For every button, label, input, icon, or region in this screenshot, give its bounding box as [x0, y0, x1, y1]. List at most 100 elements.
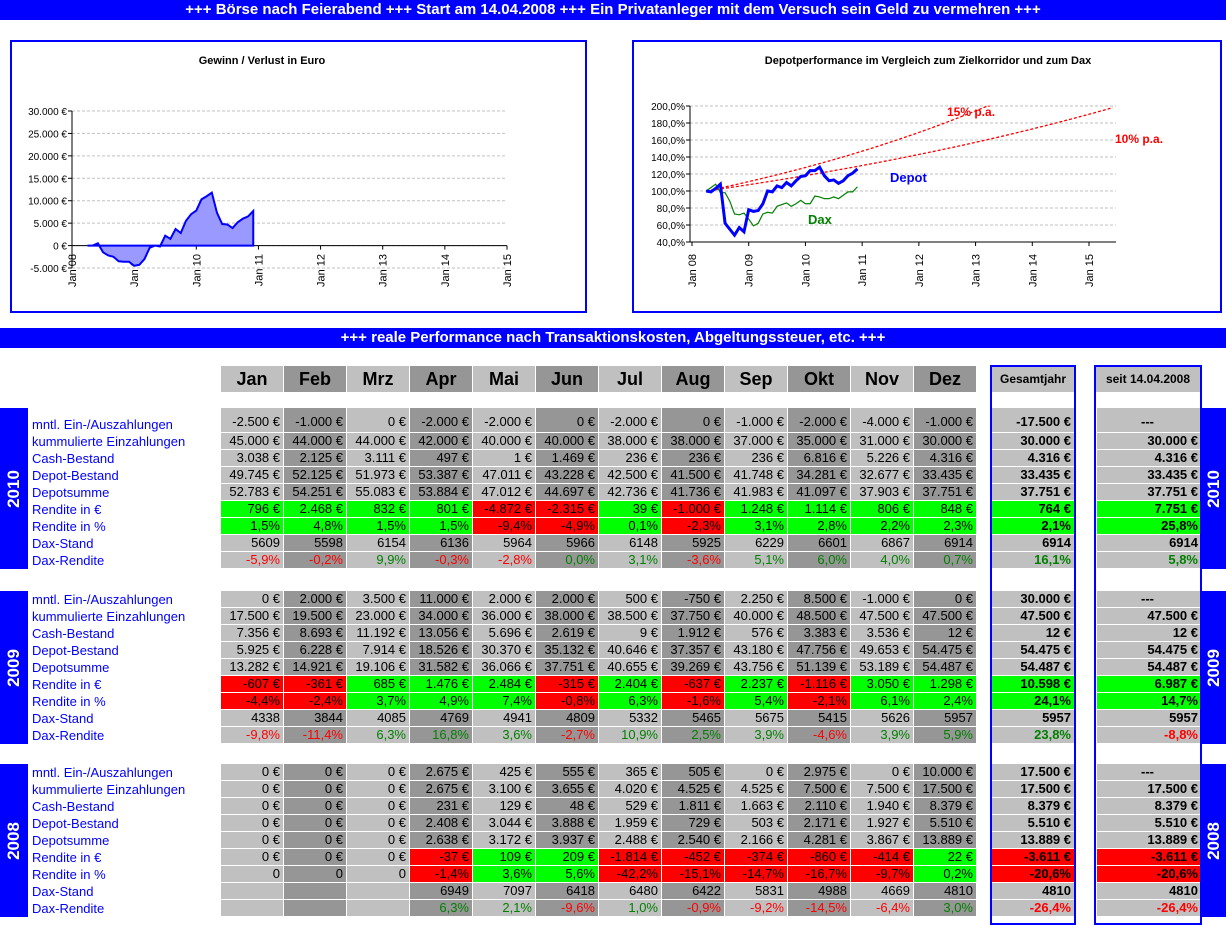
profit-loss-chart-svg: Gewinn / Verlust in Euro -5.000 € 0 € 5.000… — [28, 55, 514, 287]
seit-cell: 8.379 € — [1097, 798, 1201, 814]
seit-cell: 7.751 € — [1097, 501, 1201, 517]
table-cell: 54.251 € — [284, 484, 346, 500]
table-cell: 2.975 € — [788, 764, 850, 780]
table-cell: 365 € — [599, 764, 661, 780]
table-cell: 42.500 € — [599, 467, 661, 483]
table-cell: 4.316 € — [914, 450, 976, 466]
table-cell: 52.783 € — [221, 484, 283, 500]
table-cell: -14,5% — [788, 900, 850, 916]
table-cell: 0 € — [221, 781, 283, 797]
table-cell: 38.000 € — [662, 433, 724, 449]
table-cell: 51.139 € — [788, 659, 850, 675]
table-cell: 2.638 € — [410, 832, 472, 848]
table-cell: 1.114 € — [788, 501, 850, 517]
month-header-jun: Jun — [536, 366, 598, 392]
row-label: Rendite in % — [32, 519, 106, 534]
table-cell: 39 € — [599, 501, 661, 517]
table-cell: 6914 — [914, 535, 976, 551]
table-cell: 47.012 € — [473, 484, 535, 500]
table-cell: 40.000 € — [725, 608, 787, 624]
table-cell: 6154 — [347, 535, 409, 551]
year-block-2009: mntl. Ein-/Auszahlungen 0 €2.000 €3.500 €… — [0, 591, 1226, 744]
table-cell: 47.756 € — [788, 642, 850, 658]
y-tick-label: 180,0% — [651, 119, 685, 130]
table-cell: 3844 — [284, 710, 346, 726]
table-cell: 555 € — [536, 764, 598, 780]
x-tick-label: Jan 10 — [800, 254, 812, 287]
x-tick-label: Jan 14 — [1027, 254, 1039, 287]
y-tick-label: -5.000 € — [30, 264, 67, 275]
table-cell: 7.500 € — [851, 781, 913, 797]
table-cell: 1.940 € — [851, 798, 913, 814]
table-cell — [284, 883, 346, 899]
seit-cell: 47.500 € — [1097, 608, 1201, 624]
table-cell: 0 € — [221, 764, 283, 780]
table-cell: -2,1% — [788, 693, 850, 709]
table-cell: 0 € — [221, 849, 283, 865]
table-row: Depotsumme 13.282 €14.921 €19.106 €31.582… — [0, 659, 1226, 676]
table-cell: 1.663 € — [725, 798, 787, 814]
profit-loss-chart: Gewinn / Verlust in Euro -5.000 € 0 € 5.000… — [10, 40, 587, 313]
table-cell: 17.500 € — [221, 608, 283, 624]
performance-chart: Depotperformance im Vergleich zum Zielko… — [632, 40, 1222, 313]
table-cell: 5,1% — [725, 552, 787, 568]
x-tick-label: Jan 13 — [971, 254, 983, 287]
table-cell: 497 € — [410, 450, 472, 466]
x-tick-label: Jan 13 — [378, 254, 390, 287]
table-cell: 48.500 € — [788, 608, 850, 624]
table-cell: 13.889 € — [914, 832, 976, 848]
table-cell: -9,7% — [851, 866, 913, 882]
table-cell: 19.500 € — [284, 608, 346, 624]
table-cell: -750 € — [662, 591, 724, 607]
table-cell: 3.100 € — [473, 781, 535, 797]
table-cell: 2.125 € — [284, 450, 346, 466]
table-row: Rendite in % 0 0 0 -1,4% 3,6% 5,6% -42,2% -15,1%… — [0, 866, 1226, 883]
table-cell: 4.020 € — [599, 781, 661, 797]
row-label: mntl. Ein-/Auszahlungen — [32, 417, 173, 432]
table-cell: 0 € — [284, 764, 346, 780]
table-cell: 54.475 € — [914, 642, 976, 658]
month-header-dez: Dez — [914, 366, 976, 392]
table-cell: 4085 — [347, 710, 409, 726]
table-cell: 5957 — [914, 710, 976, 726]
y-tick-label: 100,0% — [651, 187, 685, 198]
x-tick-label: Jan 11 — [857, 254, 869, 286]
table-cell: 31.000 € — [851, 433, 913, 449]
row-label: Rendite in % — [32, 694, 106, 709]
table-cell: -2,4% — [284, 693, 346, 709]
table-cell: 6422 — [662, 883, 724, 899]
row-label: kummulierte Einzahlungen — [32, 434, 186, 449]
table-cell: 6,0% — [788, 552, 850, 568]
table-row: Dax-Stand 4338 3844 4085 4769 4941 4809 5332 546… — [0, 710, 1226, 727]
table-cell: 1,5% — [410, 518, 472, 534]
row-label: Rendite in % — [32, 867, 106, 882]
y-tick-label: 40,0% — [657, 238, 685, 249]
table-cell: 1,5% — [347, 518, 409, 534]
table-cell: 5925 — [662, 535, 724, 551]
y-tick-label: 5.000 € — [34, 219, 68, 230]
section-banner: +++ reale Performance nach Transaktionsk… — [0, 328, 1226, 348]
y-tick-label: 200,0% — [651, 102, 685, 113]
table-cell: 729 € — [662, 815, 724, 831]
table-cell: 236 € — [599, 450, 661, 466]
table-cell: 41.983 € — [725, 484, 787, 500]
table-cell: 2.675 € — [410, 764, 472, 780]
table-cell: 7.356 € — [221, 625, 283, 641]
seit-cell: 4.316 € — [1097, 450, 1201, 466]
gesamtjahr-cell: 2,1% — [992, 518, 1074, 534]
table-cell: 4.525 € — [725, 781, 787, 797]
table-cell: 10,9% — [599, 727, 661, 743]
table-cell: 2.619 € — [536, 625, 598, 641]
table-cell: 47.500 € — [851, 608, 913, 624]
table-cell: 18.526 € — [410, 642, 472, 658]
row-label: Dax-Rendite — [32, 728, 105, 743]
table-cell: 3,7% — [347, 693, 409, 709]
table-cell: 3,6% — [473, 727, 535, 743]
table-cell: 4769 — [410, 710, 472, 726]
month-header-mai: Mai — [473, 366, 535, 392]
gesamtjahr-cell: -20,6% — [992, 866, 1074, 882]
table-cell: 796 € — [221, 501, 283, 517]
table-cell: 30.370 € — [473, 642, 535, 658]
table-cell: 2,3% — [914, 518, 976, 534]
table-cell: 3.937 € — [536, 832, 598, 848]
